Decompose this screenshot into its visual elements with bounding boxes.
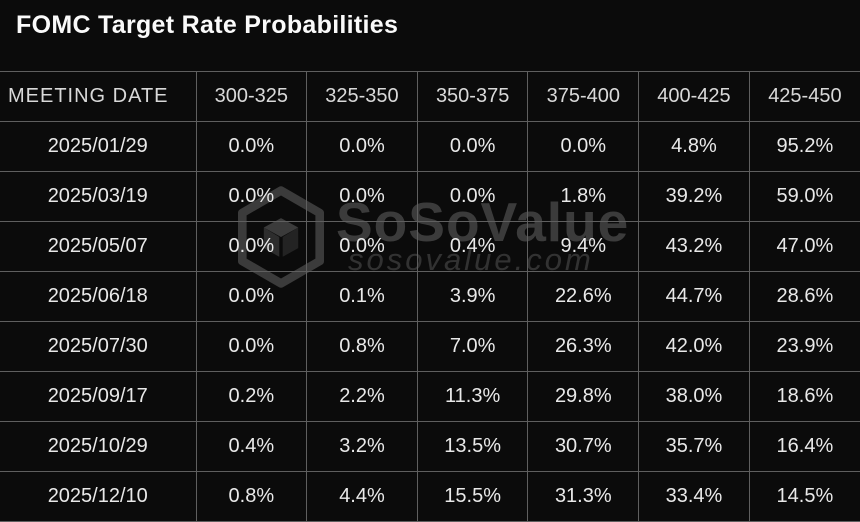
column-header-meeting-date: MEETING DATE	[0, 71, 196, 122]
probability-cell: 0.0%	[306, 171, 418, 222]
probability-cell: 0.0%	[195, 121, 307, 172]
table-row: 2025/01/29 0.0% 0.0% 0.0% 0.0% 4.8% 95.2%	[0, 121, 860, 172]
probability-cell: 0.8%	[306, 321, 418, 372]
probability-cell: 0.1%	[306, 271, 418, 322]
table-body: 2025/01/29 0.0% 0.0% 0.0% 0.0% 4.8% 95.2% 2025/…	[0, 121, 860, 522]
probability-cell: 3.9%	[416, 271, 528, 322]
probability-cell: 0.2%	[195, 371, 307, 422]
probability-cell: 26.3%	[527, 321, 639, 372]
probability-cell: 0.0%	[306, 121, 418, 172]
probability-cell: 1.8%	[527, 171, 639, 222]
probability-cell: 14.5%	[748, 471, 860, 522]
probability-cell: 42.0%	[638, 321, 750, 372]
probability-cell: 18.6%	[748, 371, 860, 422]
probability-cell: 0.0%	[416, 171, 528, 222]
table-row: 2025/09/17 0.2% 2.2% 11.3% 29.8% 38.0% 18.6%	[0, 371, 860, 422]
probability-cell: 9.4%	[527, 221, 639, 272]
probability-cell: 95.2%	[748, 121, 860, 172]
meeting-date-cell: 2025/12/10	[0, 471, 196, 522]
probability-cell: 0.4%	[195, 421, 307, 472]
probability-cell: 31.3%	[527, 471, 639, 522]
meeting-date-cell: 2025/05/07	[0, 221, 196, 272]
table-row: 2025/12/10 0.8% 4.4% 15.5% 31.3% 33.4% 14.5%	[0, 471, 860, 522]
table-header-row: MEETING DATE 300-325 325-350 350-375 375-400…	[0, 71, 860, 122]
meeting-date-cell: 2025/03/19	[0, 171, 196, 222]
table-row: 2025/06/18 0.0% 0.1% 3.9% 22.6% 44.7% 28.6%	[0, 271, 860, 322]
probability-cell: 13.5%	[416, 421, 528, 472]
probability-cell: 0.0%	[195, 221, 307, 272]
meeting-date-cell: 2025/09/17	[0, 371, 196, 422]
column-header-rate-range: 350-375	[416, 71, 528, 122]
probability-cell: 7.0%	[416, 321, 528, 372]
probability-cell: 23.9%	[748, 321, 860, 372]
probability-cell: 15.5%	[416, 471, 528, 522]
probability-cell: 43.2%	[638, 221, 750, 272]
probability-cell: 4.4%	[306, 471, 418, 522]
probability-cell: 11.3%	[416, 371, 528, 422]
probability-cell: 59.0%	[748, 171, 860, 222]
table-row: 2025/03/19 0.0% 0.0% 0.0% 1.8% 39.2% 59.0%	[0, 171, 860, 222]
probability-cell: 3.2%	[306, 421, 418, 472]
probability-cell: 16.4%	[748, 421, 860, 472]
probability-cell: 39.2%	[638, 171, 750, 222]
meeting-date-cell: 2025/01/29	[0, 121, 196, 172]
column-header-rate-range: 300-325	[195, 71, 307, 122]
table-row: 2025/10/29 0.4% 3.2% 13.5% 30.7% 35.7% 16.4%	[0, 421, 860, 472]
probability-cell: 47.0%	[748, 221, 860, 272]
page-title: FOMC Target Rate Probabilities	[16, 11, 399, 39]
column-header-rate-range: 375-400	[527, 71, 639, 122]
column-header-rate-range: 325-350	[306, 71, 418, 122]
probability-cell: 0.0%	[416, 121, 528, 172]
probability-cell: 4.8%	[638, 121, 750, 172]
probability-cell: 35.7%	[638, 421, 750, 472]
probability-cell: 0.8%	[195, 471, 307, 522]
probability-cell: 44.7%	[638, 271, 750, 322]
probability-cell: 0.4%	[416, 221, 528, 272]
probability-cell: 0.0%	[527, 121, 639, 172]
table-row: 2025/05/07 0.0% 0.0% 0.4% 9.4% 43.2% 47.0%	[0, 221, 860, 272]
probability-cell: 30.7%	[527, 421, 639, 472]
probability-cell: 38.0%	[638, 371, 750, 422]
probability-cell: 29.8%	[527, 371, 639, 422]
probability-cell: 33.4%	[638, 471, 750, 522]
meeting-date-cell: 2025/07/30	[0, 321, 196, 372]
probability-cell: 0.0%	[306, 221, 418, 272]
probability-cell: 0.0%	[195, 271, 307, 322]
table-row: 2025/07/30 0.0% 0.8% 7.0% 26.3% 42.0% 23.9%	[0, 321, 860, 372]
probability-cell: 0.0%	[195, 171, 307, 222]
probabilities-table: MEETING DATE 300-325 325-350 350-375 375-400…	[0, 71, 860, 522]
probability-cell: 2.2%	[306, 371, 418, 422]
meeting-date-cell: 2025/06/18	[0, 271, 196, 322]
meeting-date-cell: 2025/10/29	[0, 421, 196, 472]
probability-cell: 22.6%	[527, 271, 639, 322]
probability-cell: 0.0%	[195, 321, 307, 372]
column-header-rate-range: 400-425	[638, 71, 750, 122]
column-header-rate-range: 425-450	[748, 71, 860, 122]
probability-cell: 28.6%	[748, 271, 860, 322]
